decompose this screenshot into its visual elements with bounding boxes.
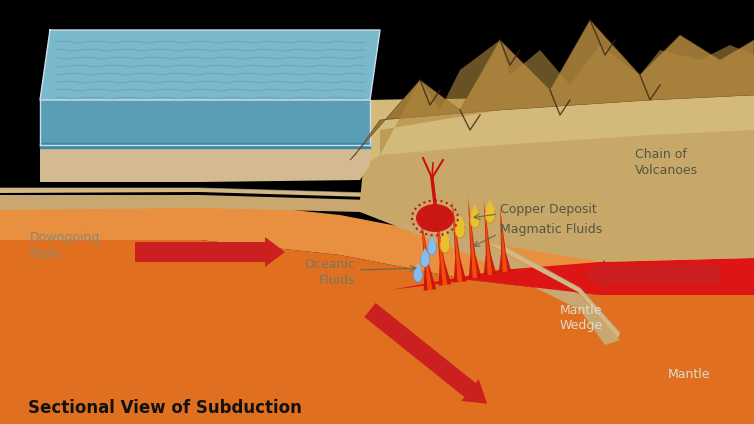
Polygon shape bbox=[486, 201, 494, 210]
Polygon shape bbox=[500, 205, 507, 272]
FancyArrow shape bbox=[585, 260, 720, 290]
FancyArrow shape bbox=[364, 303, 487, 404]
Ellipse shape bbox=[440, 237, 450, 253]
Text: Copper Deposit: Copper Deposit bbox=[500, 204, 596, 217]
Polygon shape bbox=[483, 202, 496, 276]
Ellipse shape bbox=[470, 212, 480, 228]
Ellipse shape bbox=[421, 253, 430, 267]
Polygon shape bbox=[40, 100, 370, 145]
Polygon shape bbox=[452, 200, 467, 283]
Text: Oceanic
Fluids: Oceanic Fluids bbox=[305, 257, 355, 287]
Polygon shape bbox=[40, 145, 370, 182]
Polygon shape bbox=[380, 40, 754, 155]
Polygon shape bbox=[0, 310, 754, 424]
Polygon shape bbox=[467, 194, 477, 278]
Polygon shape bbox=[419, 206, 432, 290]
Text: Mantle
Wedge: Mantle Wedge bbox=[560, 304, 603, 332]
Polygon shape bbox=[0, 200, 754, 295]
Polygon shape bbox=[0, 195, 620, 345]
Polygon shape bbox=[429, 237, 435, 244]
Polygon shape bbox=[40, 30, 380, 100]
Text: Downgoing
Plate: Downgoing Plate bbox=[30, 232, 100, 260]
Polygon shape bbox=[441, 231, 449, 240]
Polygon shape bbox=[360, 95, 754, 262]
Polygon shape bbox=[456, 216, 464, 225]
Text: Chain of
Volcanoes: Chain of Volcanoes bbox=[635, 148, 698, 177]
Polygon shape bbox=[471, 206, 479, 215]
Polygon shape bbox=[422, 249, 428, 256]
Polygon shape bbox=[498, 208, 511, 273]
FancyArrow shape bbox=[135, 237, 285, 267]
Text: Magmatic Fluids: Magmatic Fluids bbox=[500, 223, 602, 237]
Polygon shape bbox=[350, 20, 754, 160]
Polygon shape bbox=[420, 210, 437, 291]
Polygon shape bbox=[484, 198, 492, 275]
Ellipse shape bbox=[416, 204, 454, 232]
Text: Sectional View of Subduction: Sectional View of Subduction bbox=[28, 399, 302, 417]
Ellipse shape bbox=[455, 222, 465, 238]
Polygon shape bbox=[435, 205, 452, 286]
Polygon shape bbox=[415, 264, 421, 271]
Polygon shape bbox=[0, 188, 620, 338]
Polygon shape bbox=[452, 196, 462, 282]
Polygon shape bbox=[468, 198, 481, 279]
Polygon shape bbox=[434, 201, 447, 285]
Text: Mantle: Mantle bbox=[668, 368, 710, 382]
Ellipse shape bbox=[413, 268, 422, 282]
Polygon shape bbox=[0, 240, 754, 424]
Ellipse shape bbox=[485, 207, 495, 223]
Polygon shape bbox=[365, 95, 754, 165]
Polygon shape bbox=[390, 258, 754, 295]
Ellipse shape bbox=[428, 241, 437, 255]
